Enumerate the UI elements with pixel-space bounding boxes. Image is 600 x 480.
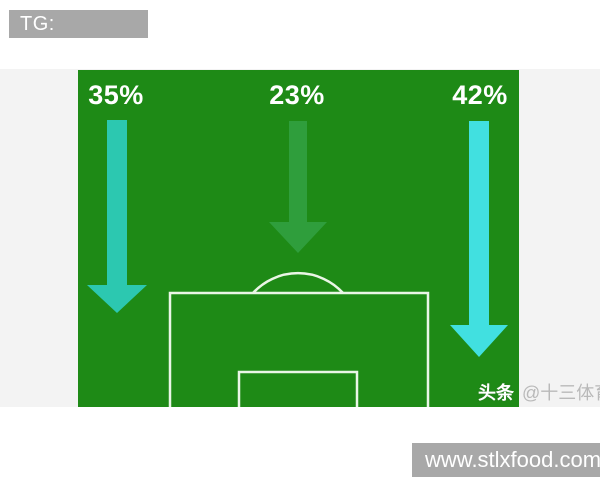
percent-label-middle: 23% bbox=[269, 80, 325, 110]
pitch-lines bbox=[168, 271, 430, 407]
percent-label-left: 35% bbox=[88, 80, 144, 110]
toutiao-watermark: 头条 @十三体育 bbox=[478, 379, 600, 405]
penalty-arc-line bbox=[252, 271, 344, 294]
penalty-box-line bbox=[168, 291, 430, 407]
pitch-graphic bbox=[78, 70, 519, 407]
website-watermark-badge: www.stlxfood.com bbox=[412, 443, 600, 477]
attack-arrow-left bbox=[87, 120, 147, 313]
attack-arrow-right bbox=[450, 121, 508, 357]
attack-arrow-middle bbox=[269, 121, 327, 253]
telegram-watermark-badge: TG: MYYJJPP bbox=[9, 10, 148, 63]
toutiao-handle-label: @十三体育 bbox=[522, 383, 600, 403]
percent-label-right: 42% bbox=[452, 80, 508, 110]
six-yard-box-line bbox=[237, 370, 359, 407]
toutiao-brand-label: 头条 bbox=[478, 383, 514, 403]
attack-sides-chart: 35% 23% 42% bbox=[78, 70, 519, 407]
